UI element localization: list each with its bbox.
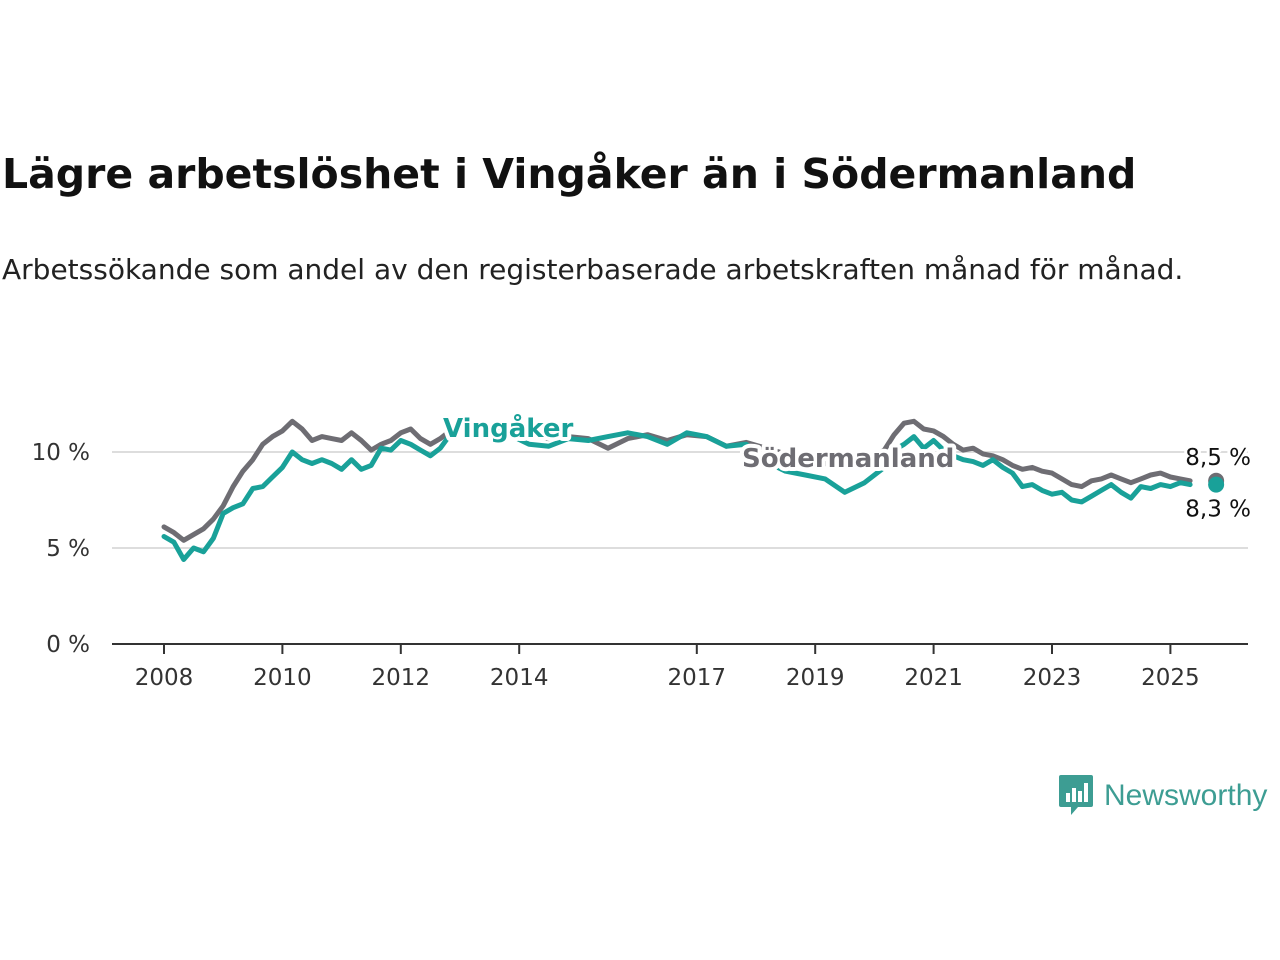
x-tick-label: 2014 (490, 665, 549, 691)
x-tick-label: 2017 (668, 665, 727, 691)
x-tick-label: 2023 (1023, 665, 1082, 691)
x-tick-label: 2012 (372, 665, 431, 691)
y-tick-label: 0 % (46, 632, 90, 658)
end-marker-vingåker (1208, 476, 1225, 493)
gridlines (112, 451, 1248, 549)
x-tick-label: 2025 (1141, 665, 1200, 691)
end-value-label-södermanland: 8,5 % (1185, 445, 1251, 471)
end-value-label-vingåker: 8,3 % (1185, 497, 1251, 523)
series-label-södermanland: Södermanland (742, 444, 954, 474)
x-tick-label: 2008 (135, 665, 194, 691)
y-axis-labels: 0 % 5 % 10 % (32, 440, 90, 658)
x-tick-label: 2021 (904, 665, 963, 691)
brand-name: Newsworthy (1104, 779, 1268, 812)
series-line-vingåker (161, 420, 1193, 562)
series-label-vingåker: Vingåker (443, 412, 573, 444)
chart-subtitle: Arbetssökande som andel av den registerb… (2, 253, 1184, 286)
chart-title: Lägre arbetslöshet i Vingåker än i Söder… (2, 150, 1137, 198)
series-lines (161, 418, 1225, 562)
newsworthy-logo-icon (1059, 775, 1093, 815)
y-tick-label: 5 % (46, 536, 90, 562)
series-labels: Södermanland Vingåker 8,5 % 8,3 % (439, 408, 1254, 526)
x-axis: 2008 2010 2012 2014 2017 2019 2021 2023 2025 (112, 643, 1248, 691)
brand-logo: Newsworthy (1058, 772, 1267, 820)
x-tick-label: 2010 (253, 665, 312, 691)
y-tick-label: 10 % (32, 440, 90, 466)
x-tick-label: 2019 (786, 665, 845, 691)
